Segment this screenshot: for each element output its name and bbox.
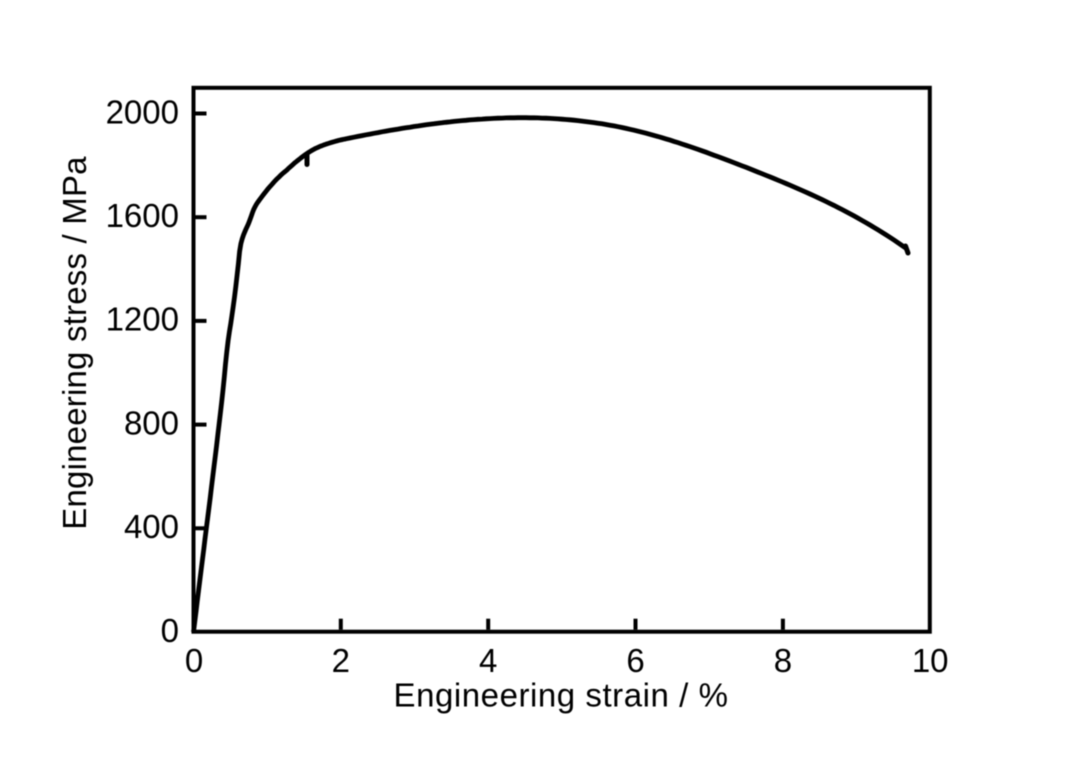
svg-text:Engineering stress / MPa: Engineering stress / MPa xyxy=(56,156,93,530)
svg-text:2: 2 xyxy=(332,642,350,679)
svg-text:0: 0 xyxy=(161,612,179,649)
svg-text:10: 10 xyxy=(912,642,949,679)
svg-text:8: 8 xyxy=(774,642,792,679)
svg-text:2000: 2000 xyxy=(106,93,179,130)
svg-text:400: 400 xyxy=(124,508,179,545)
svg-text:Engineering strain / %: Engineering strain / % xyxy=(394,677,729,714)
svg-text:6: 6 xyxy=(626,642,644,679)
svg-text:1600: 1600 xyxy=(106,197,179,234)
svg-text:0: 0 xyxy=(185,642,203,679)
svg-text:800: 800 xyxy=(124,404,179,441)
svg-text:4: 4 xyxy=(479,642,497,679)
svg-text:1200: 1200 xyxy=(106,301,179,338)
